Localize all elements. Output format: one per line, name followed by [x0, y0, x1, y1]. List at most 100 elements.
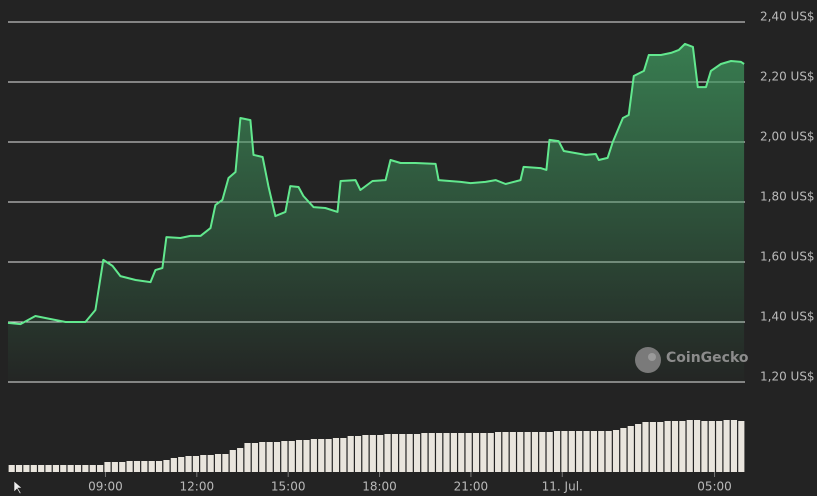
- volume-bar: [465, 433, 472, 472]
- volume-bar: [8, 465, 15, 472]
- volume-bar: [362, 435, 369, 472]
- volume-bar: [97, 465, 104, 472]
- volume-bar: [259, 442, 266, 472]
- volume-bar: [325, 439, 332, 472]
- volume-bar: [716, 421, 723, 472]
- volume-bar: [38, 465, 45, 472]
- volume-bar: [391, 434, 399, 472]
- volume-bar: [657, 422, 664, 472]
- cursor: [13, 480, 23, 495]
- volume-bar: [214, 454, 222, 472]
- volume-bar: [303, 440, 310, 472]
- volume-bar: [561, 431, 568, 472]
- y-tick-label: 1,80 US$: [760, 190, 815, 204]
- volume-bar: [502, 432, 509, 472]
- volume-bar: [281, 441, 288, 472]
- volume-bar: [480, 433, 487, 472]
- volume-bar: [723, 420, 730, 472]
- watermark-logo: [635, 347, 661, 373]
- volume-bar: [679, 421, 686, 472]
- volume-bar: [671, 421, 679, 472]
- volume-bar: [273, 442, 281, 472]
- volume-bar: [67, 465, 74, 472]
- price-area: [8, 43, 745, 383]
- volume-bar: [458, 433, 465, 472]
- volume-bar: [524, 432, 531, 472]
- volume-bar: [119, 462, 126, 472]
- volume-bar: [406, 434, 413, 472]
- volume-bar: [708, 421, 715, 472]
- volume-bar: [612, 430, 620, 472]
- volume-bar: [553, 431, 561, 472]
- x-tick-label: 18:00: [362, 480, 397, 494]
- volume-bar: [627, 426, 634, 472]
- volume-bar: [531, 432, 539, 472]
- volume-bar: [450, 433, 457, 472]
- volume-bar: [701, 421, 708, 472]
- volume-bar: [472, 433, 480, 472]
- y-tick-label: 1,60 US$: [760, 250, 815, 264]
- volume-bar: [251, 443, 258, 472]
- volume-bar: [605, 431, 612, 472]
- volume-bar: [45, 465, 52, 472]
- volume-bar: [200, 455, 207, 472]
- x-tick-label: 12:00: [180, 480, 215, 494]
- volume-bar: [576, 431, 583, 472]
- volume-bar: [15, 465, 23, 472]
- volume-bar: [649, 422, 656, 472]
- y-tick-label: 2,20 US$: [760, 70, 815, 84]
- volume-bar: [207, 455, 214, 472]
- volume-bar: [340, 438, 347, 472]
- x-tick-label: 11. Jul.: [542, 480, 583, 494]
- watermark-logo-eye: [648, 353, 656, 361]
- volume-bar: [89, 465, 96, 472]
- volume-bar: [642, 422, 649, 472]
- price-line: [7, 42, 745, 326]
- volume-bar: [428, 433, 435, 472]
- volume-bar: [229, 450, 236, 472]
- volume-bar: [509, 432, 516, 472]
- volume-bar: [413, 434, 421, 472]
- volume-bar: [384, 434, 391, 472]
- volume-bar: [399, 434, 406, 472]
- volume-bar: [332, 438, 340, 472]
- volume-bar: [141, 461, 148, 472]
- volume-bar: [244, 443, 251, 472]
- volume-bar: [178, 457, 185, 472]
- y-tick-label: 2,00 US$: [760, 130, 815, 144]
- watermark: CoinGecko: [635, 347, 749, 373]
- volume-bar: [487, 433, 494, 472]
- volume-bar: [288, 441, 295, 472]
- volume-bar: [111, 462, 118, 472]
- volume-bar: [156, 461, 163, 472]
- volume-bar: [133, 461, 141, 472]
- volume-bar: [163, 460, 170, 472]
- x-tick-label: 21:00: [454, 480, 489, 494]
- volume-bar: [170, 458, 177, 472]
- volume-bar: [694, 420, 701, 472]
- volume-bar: [421, 433, 428, 472]
- volume-bar: [369, 435, 376, 472]
- volume-bar: [738, 421, 745, 472]
- volume-bar: [686, 420, 693, 472]
- volume-bar: [148, 461, 155, 472]
- volume-bar: [310, 439, 317, 472]
- volume-bar: [237, 448, 244, 472]
- volume-bar: [635, 424, 642, 472]
- watermark-text: CoinGecko: [666, 350, 749, 366]
- volume-bar: [222, 454, 229, 472]
- volume-bar: [730, 420, 738, 472]
- volume-bar: [620, 428, 627, 472]
- volume-bar: [296, 440, 303, 472]
- volume-bar: [318, 439, 325, 472]
- y-tick-label: 2,40 US$: [760, 10, 815, 24]
- volume-bar: [266, 442, 273, 472]
- volume-bar: [354, 436, 362, 472]
- volume-bar: [347, 436, 354, 472]
- volume-bar: [598, 431, 605, 472]
- x-tick-label: 05:00: [697, 480, 732, 494]
- y-tick-label: 1,20 US$: [760, 370, 815, 384]
- volume-bar: [568, 431, 575, 472]
- volume-bar: [185, 456, 192, 472]
